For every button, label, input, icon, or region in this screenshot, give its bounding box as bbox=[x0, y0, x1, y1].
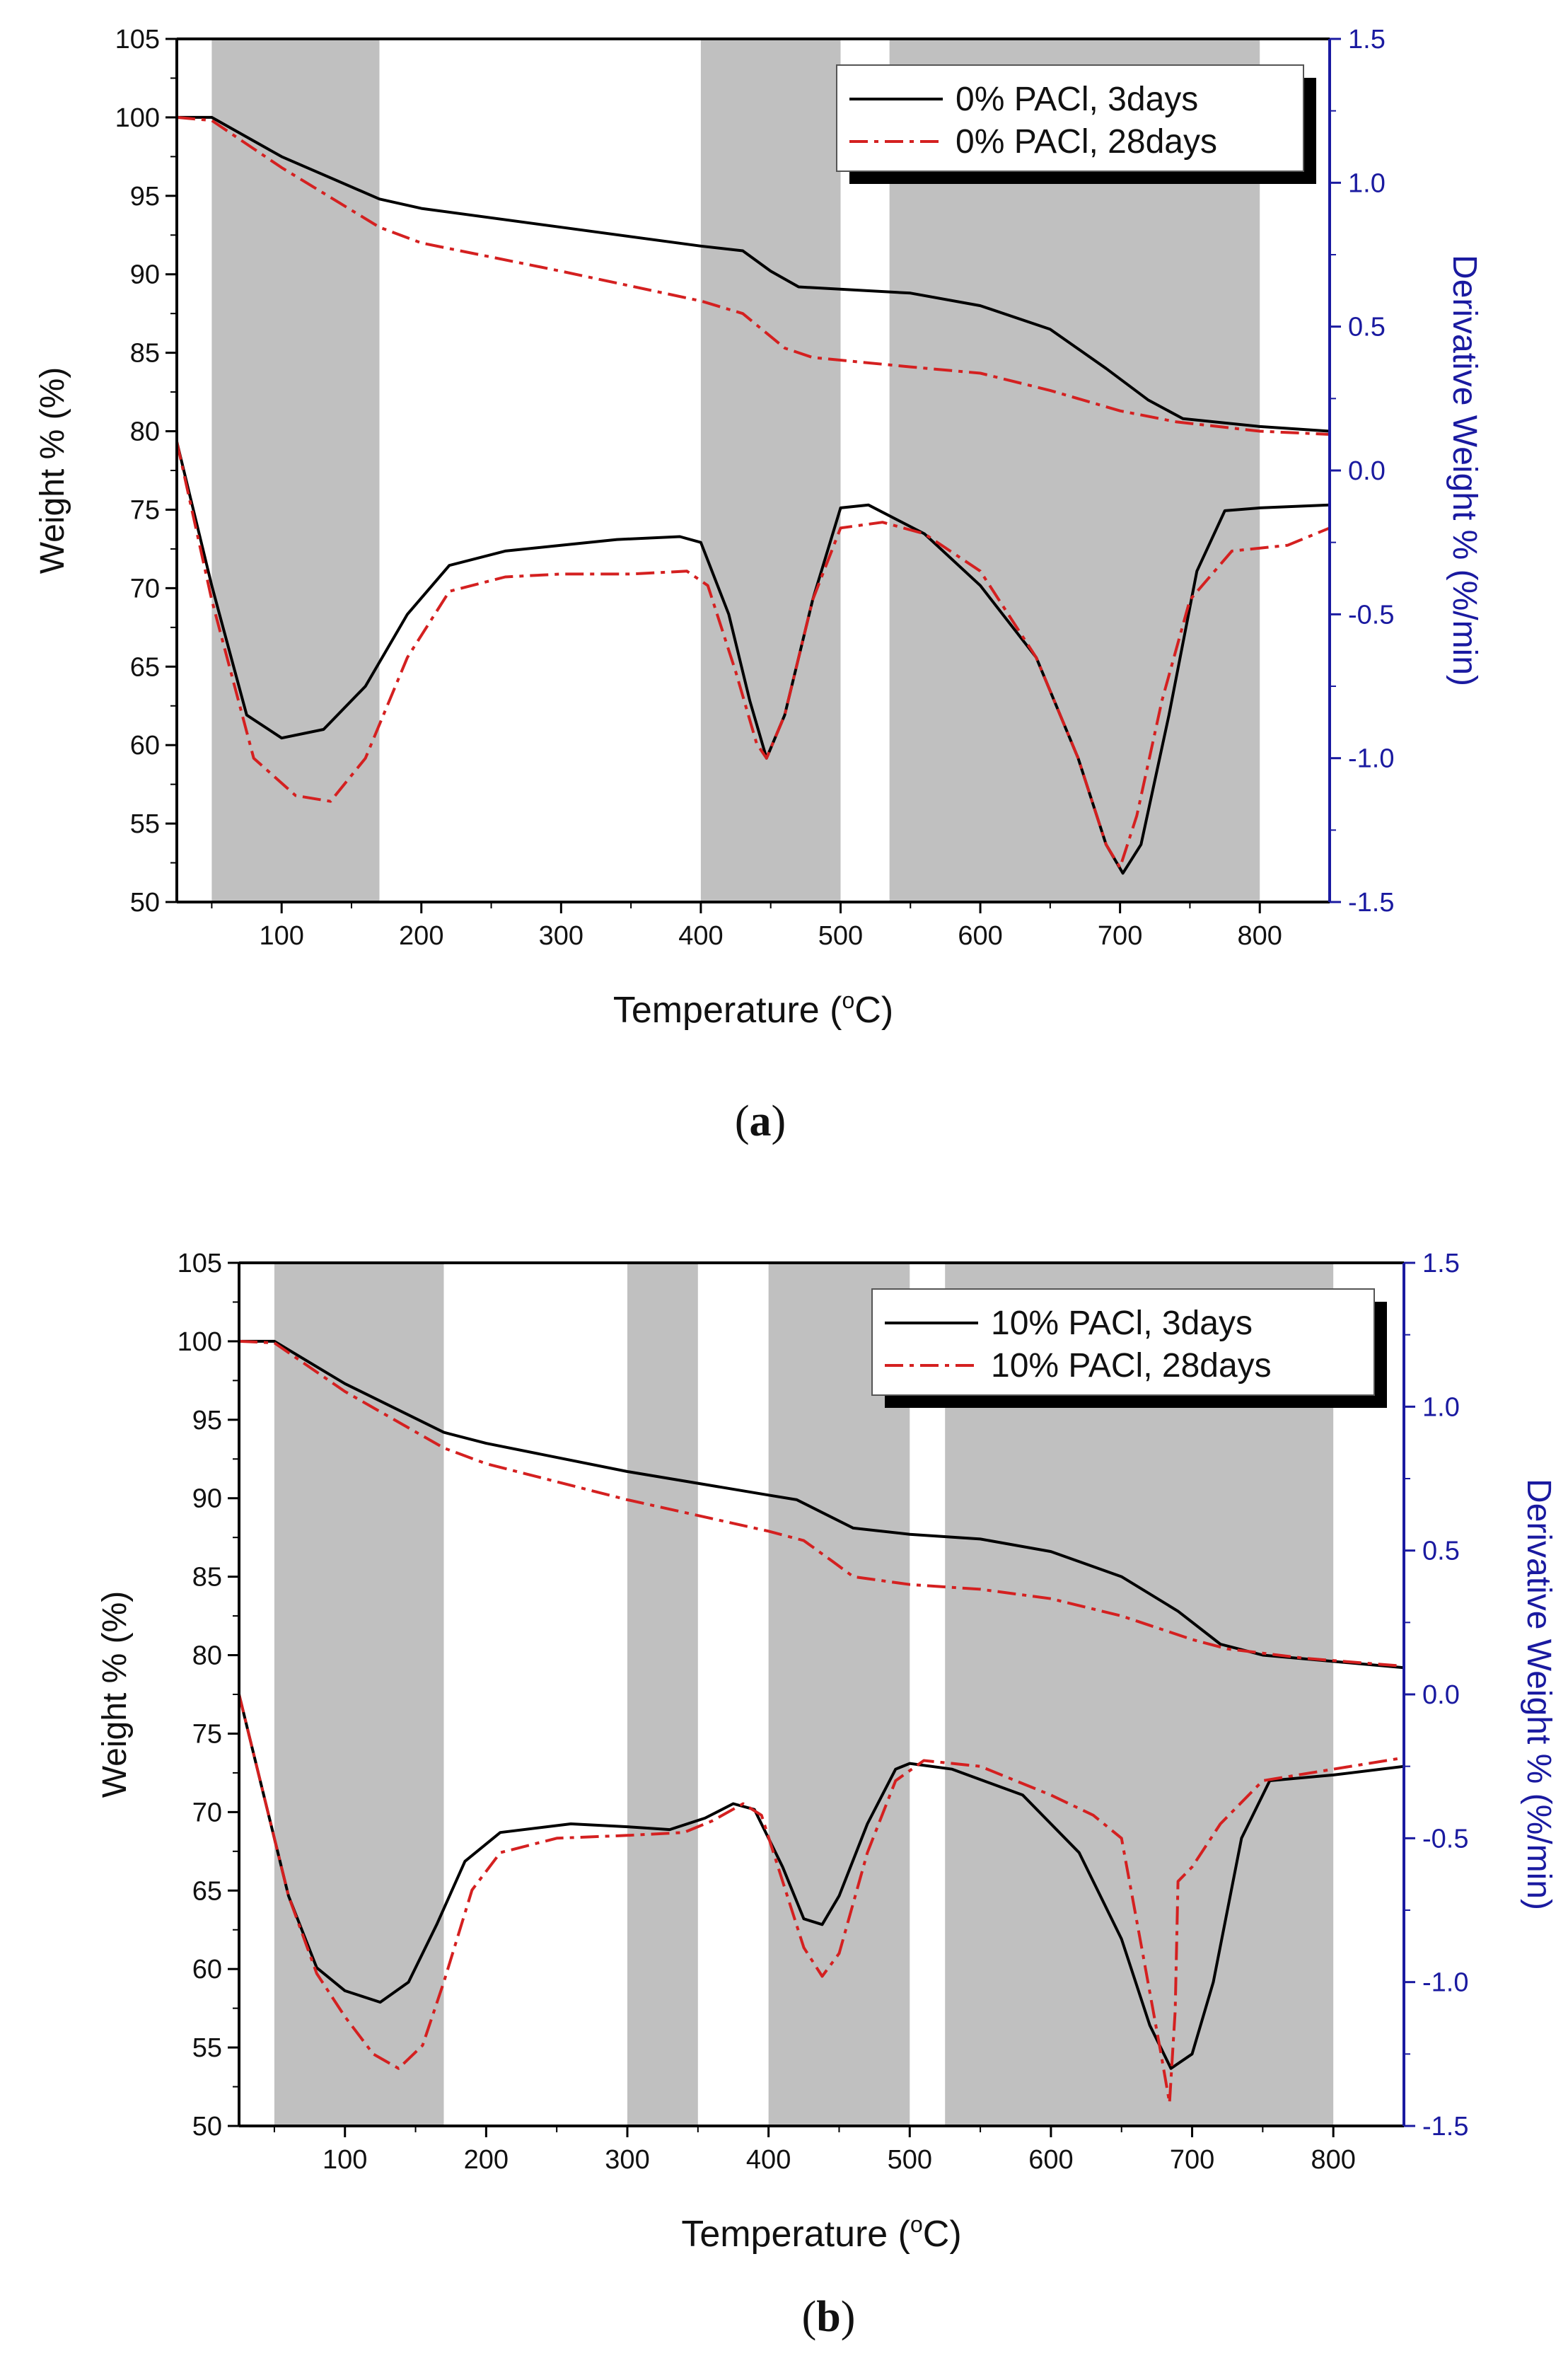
panel-a: 50 55 60 65 70 75 80 85 90 95 100 105 -1.5 -1.0 -0.5 0.… bbox=[34, 25, 1483, 1145]
series-line-derivative-3 bbox=[239, 1694, 1404, 2070]
y-right-tick-label: 1.0 bbox=[1348, 168, 1386, 198]
y-right-tick-label: 0.5 bbox=[1348, 313, 1386, 342]
series-line-weight-2 bbox=[177, 115, 1330, 436]
y-tick-label: 85 bbox=[192, 1563, 222, 1593]
y-tick-label: 50 bbox=[130, 888, 160, 918]
y-tick-label: 70 bbox=[192, 1798, 222, 1827]
panel-caption-close: ) bbox=[772, 1097, 786, 1145]
y-tick-label: 95 bbox=[130, 182, 160, 212]
y-right-tick-label: 1.5 bbox=[1422, 1249, 1460, 1278]
y-right-axis-title: Derivative Weight % (%/min) bbox=[1520, 1479, 1557, 1910]
x-tick-label: 100 bbox=[259, 921, 303, 951]
y-tick-label: 80 bbox=[192, 1641, 222, 1671]
y-right-tick-label: 0.5 bbox=[1422, 1537, 1460, 1566]
legend-box bbox=[836, 64, 1304, 172]
x-axis-title-sup: o bbox=[842, 988, 855, 1013]
x-tick-label: 500 bbox=[888, 2145, 932, 2175]
y-tick-label: 95 bbox=[192, 1406, 222, 1435]
x-axis-title: Temperature (oC) bbox=[613, 988, 893, 1031]
legend-label-1: 10% PACl, 3days bbox=[991, 1305, 1253, 1342]
x-tick-label: 200 bbox=[399, 921, 443, 951]
y-tick-label: 105 bbox=[115, 25, 160, 54]
y-tick-label: 70 bbox=[130, 574, 160, 603]
x-tick-label: 300 bbox=[539, 921, 583, 951]
legend: 0% PACl, 3days 0% PACl, 28days bbox=[836, 64, 1316, 184]
y-tick-label: 55 bbox=[192, 2033, 222, 2063]
shaded-band-2 bbox=[627, 1263, 698, 2126]
y-right-tick-label: 1.5 bbox=[1348, 25, 1386, 54]
x-axis-title-unit: C) bbox=[923, 2214, 962, 2255]
x-tick-label: 400 bbox=[746, 2145, 791, 2175]
y-right-tick-label: 0.0 bbox=[1348, 456, 1386, 486]
shaded-band-2 bbox=[700, 39, 841, 902]
legend-label-1: 0% PACl, 3days bbox=[956, 81, 1198, 118]
y-tick-label: 100 bbox=[115, 103, 160, 133]
y-tick-label: 50 bbox=[192, 2112, 222, 2142]
legend-label-2: 10% PACl, 28days bbox=[991, 1347, 1272, 1385]
x-axis-title-text: Temperature ( bbox=[613, 990, 842, 1031]
series-group bbox=[239, 1339, 1404, 2105]
panel-caption-open: ( bbox=[802, 2293, 817, 2341]
y-tick-label: 90 bbox=[192, 1484, 222, 1514]
series-line-weight-1 bbox=[239, 1339, 1404, 1670]
x-tick-label: 100 bbox=[323, 2145, 367, 2175]
y-tick-label: 65 bbox=[192, 1876, 222, 1906]
series-line-weight-1 bbox=[177, 115, 1330, 433]
y-right-tick-label: -1.5 bbox=[1348, 888, 1394, 918]
y-tick-label: 80 bbox=[130, 417, 160, 447]
panel-caption: (b) bbox=[802, 2293, 856, 2341]
y-axis-title: Weight % (%) bbox=[34, 367, 71, 574]
y-right-tick-label: -0.5 bbox=[1348, 600, 1394, 630]
y-tick-label: 105 bbox=[178, 1249, 222, 1278]
legend-box bbox=[871, 1288, 1375, 1396]
panel-caption-letter: a bbox=[750, 1097, 772, 1145]
shaded-band-1 bbox=[274, 1263, 444, 2126]
x-tick-label: 500 bbox=[818, 921, 863, 951]
y-right-tick-label: 1.0 bbox=[1422, 1392, 1460, 1422]
x-tick-label: 700 bbox=[1098, 921, 1142, 951]
x-tick-label: 200 bbox=[464, 2145, 509, 2175]
x-tick-label: 400 bbox=[678, 921, 723, 951]
x-tick-label: 600 bbox=[958, 921, 1002, 951]
series-group bbox=[177, 115, 1330, 875]
legend: 10% PACl, 3days 10% PACl, 28days bbox=[871, 1288, 1387, 1408]
x-tick-label: 800 bbox=[1238, 921, 1282, 951]
x-tick-label: 700 bbox=[1170, 2145, 1214, 2175]
y-right-tick-label: -1.0 bbox=[1348, 744, 1394, 774]
panel-caption-letter: b bbox=[816, 2293, 840, 2341]
x-tick-label: 600 bbox=[1028, 2145, 1073, 2175]
panel-b: 50 55 60 65 70 75 80 85 90 95 100 105 -1.5 -1.0 -0.5 0.… bbox=[96, 1249, 1557, 2341]
y-right-tick-label: 0.0 bbox=[1422, 1680, 1460, 1710]
series-line-weight-2 bbox=[239, 1339, 1404, 1668]
y-tick-label: 75 bbox=[130, 495, 160, 525]
series-line-derivative-4 bbox=[177, 441, 1330, 869]
series-line-derivative-3 bbox=[177, 441, 1330, 875]
x-tick-label: 300 bbox=[605, 2145, 649, 2175]
y-tick-label: 85 bbox=[130, 339, 160, 369]
y-tick-label: 60 bbox=[192, 1955, 222, 1984]
series-line-derivative-4 bbox=[239, 1694, 1404, 2105]
y-right-tick-label: -0.5 bbox=[1422, 1824, 1468, 1854]
y-tick-label: 55 bbox=[130, 809, 160, 839]
x-axis-title-sup: o bbox=[910, 2212, 923, 2237]
x-axis-title: Temperature (oC) bbox=[681, 2212, 961, 2255]
y-axis-title: Weight % (%) bbox=[96, 1591, 134, 1798]
y-right-tick-label: -1.5 bbox=[1422, 2112, 1468, 2142]
x-axis-title-unit: C) bbox=[854, 990, 893, 1031]
y-tick-label: 65 bbox=[130, 652, 160, 682]
panel-caption-open: ( bbox=[735, 1097, 750, 1145]
y-tick-label: 75 bbox=[192, 1719, 222, 1749]
y-tick-label: 100 bbox=[178, 1327, 222, 1357]
y-tick-label: 60 bbox=[130, 731, 160, 761]
panel-caption: (a) bbox=[735, 1097, 786, 1145]
y-right-tick-label: -1.0 bbox=[1422, 1968, 1468, 1998]
y-tick-label: 90 bbox=[130, 260, 160, 290]
y-right-axis-title: Derivative Weight % (%/min) bbox=[1446, 255, 1483, 686]
legend-label-2: 0% PACl, 28days bbox=[956, 123, 1217, 161]
x-axis-title-text: Temperature ( bbox=[681, 2214, 910, 2255]
x-tick-label: 800 bbox=[1311, 2145, 1355, 2175]
panel-caption-close: ) bbox=[841, 2293, 856, 2341]
shaded-band-1 bbox=[211, 39, 380, 902]
